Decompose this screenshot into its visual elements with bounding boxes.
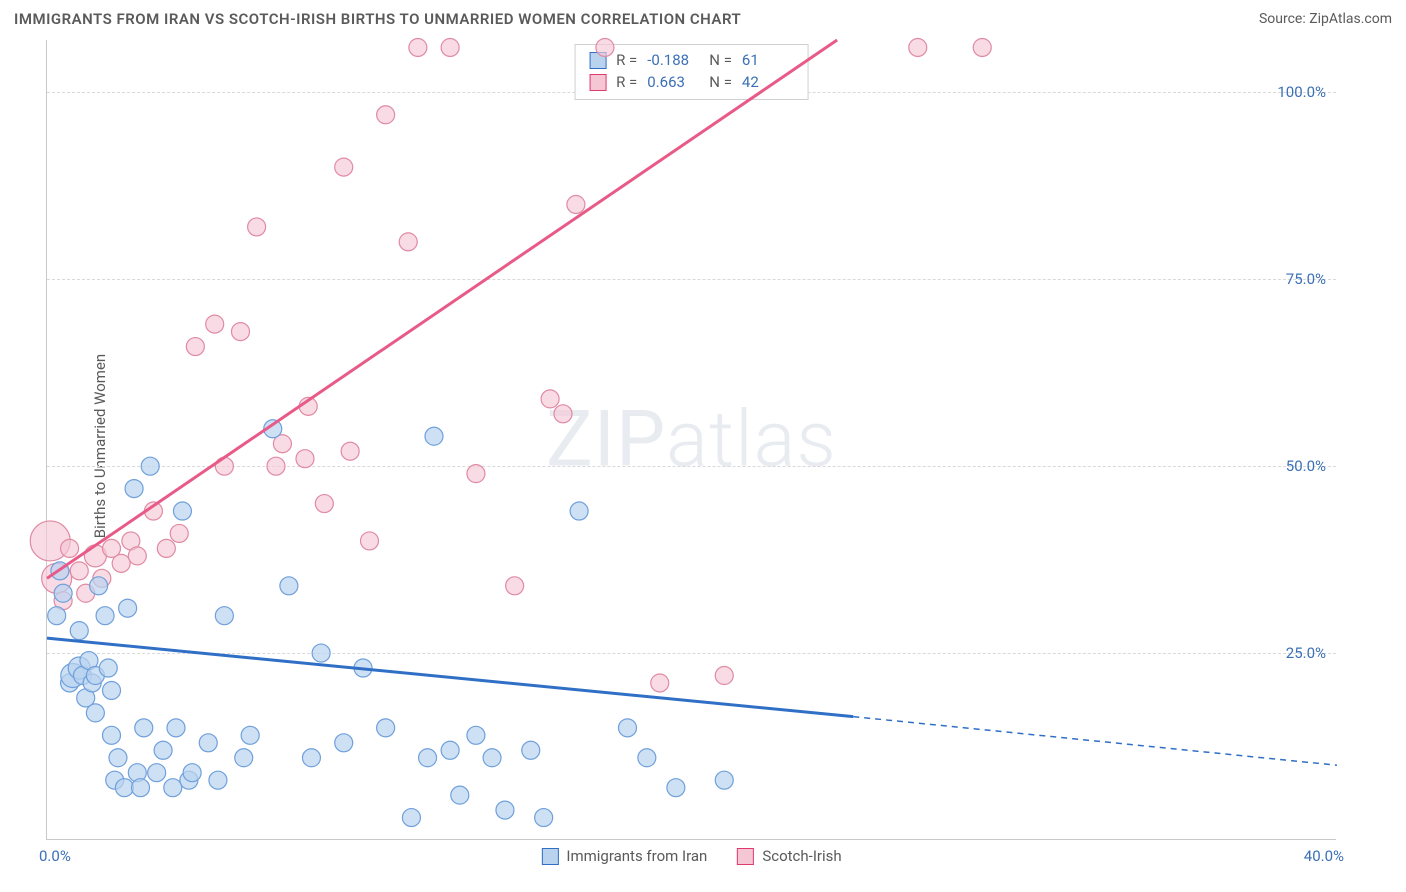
data-point-blue <box>154 741 172 759</box>
data-point-pink <box>128 547 146 565</box>
data-point-blue <box>48 607 66 625</box>
data-point-blue <box>402 809 420 827</box>
data-point-blue <box>119 599 137 617</box>
data-point-blue <box>496 801 514 819</box>
legend-swatch-blue <box>541 848 558 865</box>
data-point-pink <box>506 577 524 595</box>
data-point-pink <box>399 233 417 251</box>
data-point-blue <box>109 749 127 767</box>
data-point-pink <box>335 158 353 176</box>
data-point-pink <box>267 457 285 475</box>
trend-line-pink <box>47 40 837 578</box>
legend-label-blue: Immigrants from Iran <box>566 847 707 865</box>
data-point-blue <box>103 681 121 699</box>
data-point-pink <box>554 405 572 423</box>
data-point-blue <box>425 427 443 445</box>
data-point-blue <box>619 719 637 737</box>
data-point-blue <box>148 764 166 782</box>
data-point-blue <box>125 480 143 498</box>
data-point-pink <box>186 338 204 356</box>
data-point-pink <box>361 532 379 550</box>
data-point-pink <box>377 106 395 124</box>
data-point-blue <box>167 719 185 737</box>
data-point-pink <box>467 465 485 483</box>
data-point-pink <box>651 674 669 692</box>
legend-label-pink: Scotch-Irish <box>762 847 841 865</box>
data-point-blue <box>86 704 104 722</box>
data-point-blue <box>535 809 553 827</box>
data-point-pink <box>232 323 250 341</box>
x-tick-min: 0.0% <box>39 847 71 865</box>
data-point-blue <box>467 726 485 744</box>
data-point-blue <box>132 779 150 797</box>
data-point-blue <box>173 502 191 520</box>
data-point-blue <box>199 734 217 752</box>
data-point-blue <box>377 719 395 737</box>
data-point-blue <box>135 719 153 737</box>
data-point-blue <box>209 771 227 789</box>
data-point-pink <box>441 38 459 56</box>
data-point-pink <box>409 38 427 56</box>
data-point-pink <box>215 457 233 475</box>
data-point-blue <box>235 749 253 767</box>
legend-swatch-pink <box>737 848 754 865</box>
data-point-blue <box>141 457 159 475</box>
data-point-pink <box>341 442 359 460</box>
data-point-blue <box>335 734 353 752</box>
legend-item-pink: Scotch-Irish <box>737 847 841 865</box>
trend-line-blue-dashed <box>853 717 1337 766</box>
data-point-pink <box>170 524 188 542</box>
chart-svg <box>47 40 1336 839</box>
chart-header: IMMIGRANTS FROM IRAN VS SCOTCH-IRISH BIR… <box>0 0 1406 38</box>
data-point-blue <box>483 749 501 767</box>
data-point-pink <box>596 38 614 56</box>
data-point-blue <box>164 779 182 797</box>
data-point-blue <box>302 749 320 767</box>
data-point-pink <box>296 450 314 468</box>
data-point-blue <box>70 622 88 640</box>
data-point-blue <box>103 726 121 744</box>
data-point-pink <box>567 195 585 213</box>
data-point-blue <box>667 779 685 797</box>
data-point-pink <box>315 495 333 513</box>
data-point-blue <box>183 764 201 782</box>
data-point-blue <box>96 607 114 625</box>
data-point-blue <box>570 502 588 520</box>
data-point-pink <box>61 539 79 557</box>
data-point-blue <box>419 749 437 767</box>
data-point-pink <box>541 390 559 408</box>
data-point-pink <box>112 554 130 572</box>
data-point-blue <box>115 779 133 797</box>
data-point-blue <box>715 771 733 789</box>
data-point-blue <box>215 607 233 625</box>
data-point-blue <box>638 749 656 767</box>
data-point-pink <box>909 38 927 56</box>
data-point-blue <box>90 577 108 595</box>
chart-source: Source: ZipAtlas.com <box>1259 11 1392 27</box>
data-point-pink <box>206 315 224 333</box>
plot-area: ZIPatlas 25.0%50.0%75.0%100.0% 0.0% 40.0… <box>46 40 1336 840</box>
data-point-pink <box>157 539 175 557</box>
x-tick-max: 40.0% <box>1304 847 1344 865</box>
data-point-pink <box>248 218 266 236</box>
data-point-pink <box>973 38 991 56</box>
data-point-blue <box>99 659 117 677</box>
chart-title: IMMIGRANTS FROM IRAN VS SCOTCH-IRISH BIR… <box>14 10 741 28</box>
legend: Immigrants from Iran Scotch-Irish <box>541 847 841 865</box>
data-point-pink <box>715 667 733 685</box>
data-point-blue <box>312 644 330 662</box>
data-point-blue <box>54 584 72 602</box>
data-point-pink <box>70 562 88 580</box>
data-point-blue <box>522 741 540 759</box>
data-point-blue <box>241 726 259 744</box>
legend-item-blue: Immigrants from Iran <box>541 847 707 865</box>
data-point-blue <box>451 786 469 804</box>
data-point-blue <box>280 577 298 595</box>
data-point-blue <box>441 741 459 759</box>
